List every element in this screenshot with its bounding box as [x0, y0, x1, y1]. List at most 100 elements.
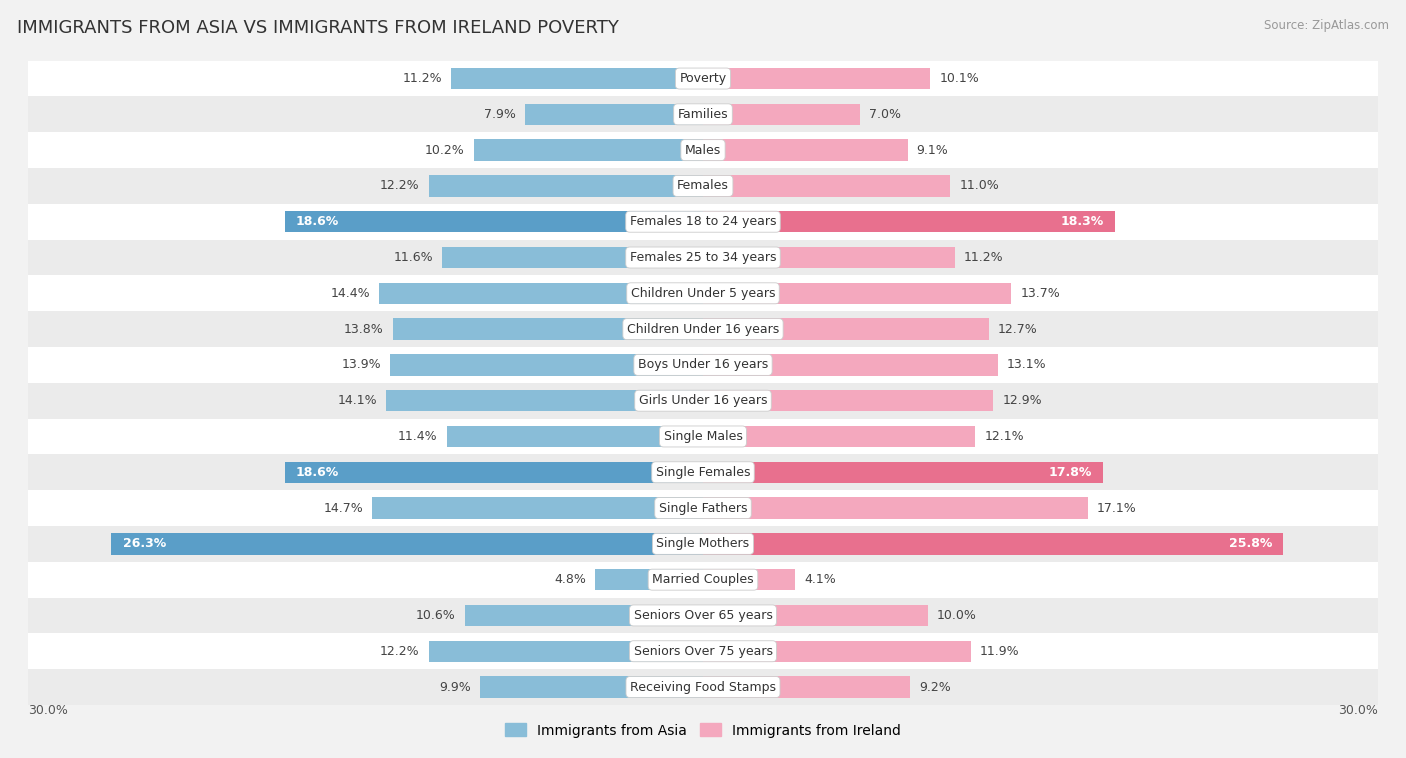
Text: 11.9%: 11.9% — [980, 645, 1019, 658]
Bar — [474, 139, 703, 161]
Bar — [703, 175, 950, 196]
Bar — [28, 240, 1378, 275]
Text: 14.4%: 14.4% — [330, 287, 370, 300]
Text: 13.7%: 13.7% — [1021, 287, 1060, 300]
Bar — [451, 67, 703, 89]
Bar — [28, 490, 1378, 526]
Bar — [703, 390, 993, 412]
Bar — [703, 569, 796, 590]
Text: Boys Under 16 years: Boys Under 16 years — [638, 359, 768, 371]
Bar — [111, 533, 703, 555]
Text: 18.6%: 18.6% — [295, 465, 339, 479]
Bar — [429, 641, 703, 662]
Text: 10.2%: 10.2% — [425, 143, 464, 157]
Text: 9.9%: 9.9% — [440, 681, 471, 694]
Bar — [392, 318, 703, 340]
Text: 17.8%: 17.8% — [1049, 465, 1092, 479]
Text: IMMIGRANTS FROM ASIA VS IMMIGRANTS FROM IRELAND POVERTY: IMMIGRANTS FROM ASIA VS IMMIGRANTS FROM … — [17, 19, 619, 37]
Text: 4.8%: 4.8% — [554, 573, 586, 586]
Text: 7.9%: 7.9% — [485, 108, 516, 121]
Text: 14.7%: 14.7% — [323, 502, 363, 515]
Bar — [28, 312, 1378, 347]
Bar — [385, 390, 703, 412]
Bar — [703, 318, 988, 340]
Bar — [28, 597, 1378, 634]
Text: 12.9%: 12.9% — [1002, 394, 1042, 407]
Text: Families: Families — [678, 108, 728, 121]
Text: Single Mothers: Single Mothers — [657, 537, 749, 550]
Text: 12.2%: 12.2% — [380, 180, 419, 193]
Text: 12.2%: 12.2% — [380, 645, 419, 658]
Text: 13.1%: 13.1% — [1007, 359, 1046, 371]
Bar — [703, 605, 928, 626]
Text: Seniors Over 65 years: Seniors Over 65 years — [634, 609, 772, 622]
Text: Single Males: Single Males — [664, 430, 742, 443]
Bar — [28, 275, 1378, 312]
Bar — [595, 569, 703, 590]
Text: Receiving Food Stamps: Receiving Food Stamps — [630, 681, 776, 694]
Bar — [28, 634, 1378, 669]
Bar — [28, 383, 1378, 418]
Text: 11.6%: 11.6% — [394, 251, 433, 264]
Bar — [447, 426, 703, 447]
Text: 14.1%: 14.1% — [337, 394, 377, 407]
Text: Source: ZipAtlas.com: Source: ZipAtlas.com — [1264, 19, 1389, 32]
Bar — [28, 562, 1378, 597]
Text: 30.0%: 30.0% — [28, 704, 67, 717]
Bar — [28, 204, 1378, 240]
Text: 26.3%: 26.3% — [122, 537, 166, 550]
Bar — [441, 247, 703, 268]
Bar — [284, 211, 703, 233]
Text: 12.1%: 12.1% — [984, 430, 1024, 443]
Text: 4.1%: 4.1% — [804, 573, 837, 586]
Text: 9.1%: 9.1% — [917, 143, 949, 157]
Text: 10.6%: 10.6% — [416, 609, 456, 622]
Bar — [481, 676, 703, 698]
Bar — [526, 104, 703, 125]
Bar — [28, 347, 1378, 383]
Bar — [703, 676, 910, 698]
Text: Females: Females — [678, 180, 728, 193]
Text: 11.2%: 11.2% — [402, 72, 441, 85]
Bar — [703, 533, 1284, 555]
Text: 7.0%: 7.0% — [869, 108, 901, 121]
Text: 11.4%: 11.4% — [398, 430, 437, 443]
Bar — [380, 283, 703, 304]
Bar — [703, 283, 1011, 304]
Bar — [284, 462, 703, 483]
Bar — [703, 104, 860, 125]
Bar — [703, 211, 1115, 233]
Bar — [28, 132, 1378, 168]
Text: 30.0%: 30.0% — [1339, 704, 1378, 717]
Text: Females 18 to 24 years: Females 18 to 24 years — [630, 215, 776, 228]
Text: 11.0%: 11.0% — [959, 180, 1000, 193]
Bar — [28, 526, 1378, 562]
Bar — [703, 67, 931, 89]
Text: 11.2%: 11.2% — [965, 251, 1004, 264]
Text: 9.2%: 9.2% — [920, 681, 950, 694]
Bar — [28, 454, 1378, 490]
Text: 13.8%: 13.8% — [344, 323, 384, 336]
Text: Children Under 16 years: Children Under 16 years — [627, 323, 779, 336]
Bar — [391, 354, 703, 376]
Text: 10.1%: 10.1% — [939, 72, 979, 85]
Text: Girls Under 16 years: Girls Under 16 years — [638, 394, 768, 407]
Bar — [703, 426, 976, 447]
Bar — [703, 497, 1088, 518]
Bar — [703, 139, 908, 161]
Text: 25.8%: 25.8% — [1229, 537, 1272, 550]
Bar — [28, 418, 1378, 454]
Bar — [703, 462, 1104, 483]
Text: Married Couples: Married Couples — [652, 573, 754, 586]
Text: 18.3%: 18.3% — [1060, 215, 1104, 228]
Bar — [28, 168, 1378, 204]
Text: Single Females: Single Females — [655, 465, 751, 479]
Text: Males: Males — [685, 143, 721, 157]
Text: 18.6%: 18.6% — [295, 215, 339, 228]
Text: Single Fathers: Single Fathers — [659, 502, 747, 515]
Bar — [703, 247, 955, 268]
Bar — [373, 497, 703, 518]
Text: Females 25 to 34 years: Females 25 to 34 years — [630, 251, 776, 264]
Text: 12.7%: 12.7% — [998, 323, 1038, 336]
Text: 13.9%: 13.9% — [342, 359, 381, 371]
